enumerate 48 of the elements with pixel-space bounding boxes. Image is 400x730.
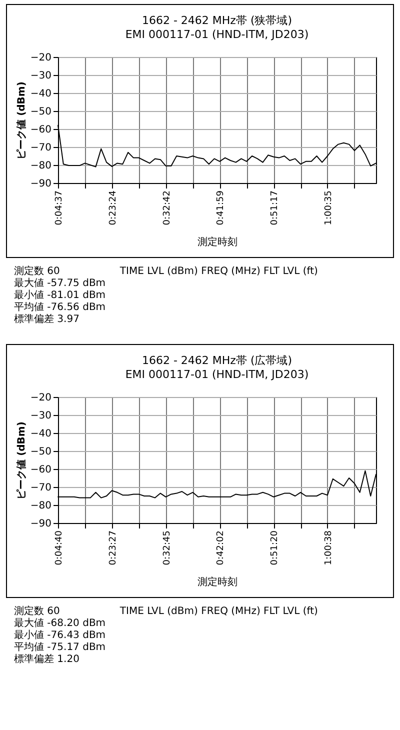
y-tick-label: −20 [30,52,52,64]
x-tick-label: 1:00:35 [324,190,334,226]
chart-subtitle: EMI 000117-01 (HND-ITM, JD203) [125,28,309,41]
text: 平均値 -75.17 dBm [14,642,107,654]
x-tick-label: 0:32:42 [162,190,172,226]
y-tick-label: −70 [30,482,52,494]
x-tick-label: 0:41:59 [216,190,226,226]
x-tick-label: 0:04:37 [54,190,64,226]
y-tick-label: −20 [30,392,52,404]
x-tick-label: 0:51:17 [270,190,280,226]
y-tick-label: −50 [30,446,52,458]
x-tick-label: 0:23:24 [108,190,118,226]
y-tick-label: −90 [30,518,52,530]
chart-subtitle: EMI 000117-01 (HND-ITM, JD203) [125,368,309,381]
y-axis-title: ピーク値 (dBm) [15,82,28,160]
x-tick-label: 0:23:27 [108,530,118,566]
x-tick-label: 0:32:45 [162,530,172,566]
x-tick-label: 0:51:20 [270,530,280,566]
y-tick-label: −40 [30,428,52,440]
y-tick-label: −60 [30,464,52,476]
text: 測定数 60 [14,606,60,618]
x-tick-label: 1:00:38 [324,530,334,566]
x-axis-title: 測定時刻 [198,576,238,588]
x-axis-title: 測定時刻 [198,236,238,248]
y-tick-label: −90 [30,178,52,190]
text: 標準偏差 3.97 [14,314,80,326]
y-tick-label: −40 [30,88,52,100]
text: TIME LVL (dBm) FREQ (MHz) FLT LVL (ft) [120,606,318,618]
text: 最大値 -68.20 dBm [14,618,107,630]
text: TIME LVL (dBm) FREQ (MHz) FLT LVL (ft) [120,266,318,278]
y-tick-label: −30 [30,70,52,82]
y-tick-label: −50 [30,106,52,118]
y-tick-label: −70 [30,142,52,154]
text: 最小値 -81.01 dBm [14,290,107,302]
chart-title: 1662 - 2462 MHz帯 (広帯域) [142,354,292,367]
x-tick-label: 0:42:02 [216,530,226,566]
text: 標準偏差 1.20 [14,654,80,666]
chart-title: 1662 - 2462 MHz帯 (狭帯域) [142,14,292,27]
y-tick-label: −80 [30,160,52,172]
x-tick-label: 0:04:40 [54,530,64,566]
y-axis-title: ピーク値 (dBm) [15,422,28,500]
y-tick-label: −60 [30,124,52,136]
y-tick-label: −80 [30,500,52,512]
text: 測定数 60 [14,266,60,278]
text: 最大値 -57.75 dBm [14,278,107,290]
y-tick-label: −30 [30,410,52,422]
text: 最小値 -76.43 dBm [14,630,107,642]
text: 平均値 -76.56 dBm [14,302,107,314]
